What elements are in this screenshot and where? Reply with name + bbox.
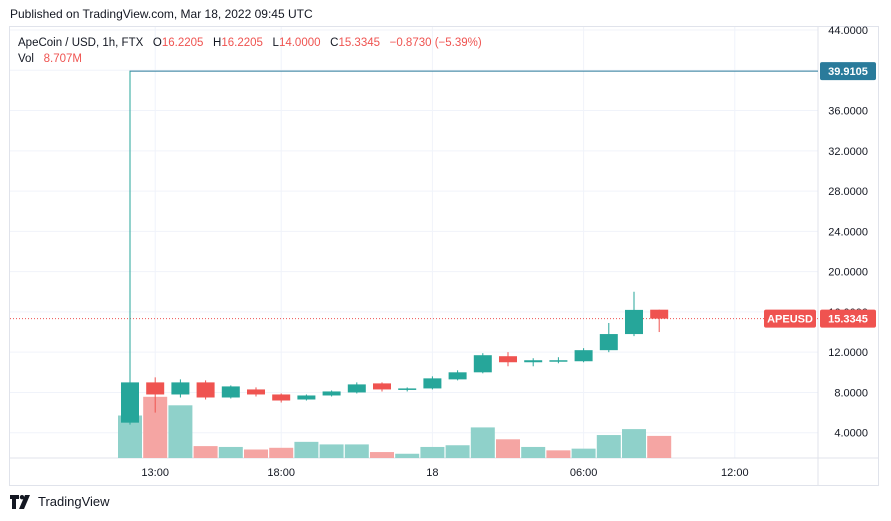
volume-bar <box>193 446 218 458</box>
x-tick-label: 18 <box>426 467 438 479</box>
legend-low-value: 14.0000 <box>278 37 321 49</box>
candle-body <box>423 378 442 389</box>
tradingview-logo-icon <box>10 494 30 509</box>
candle-body <box>247 389 265 395</box>
candle-body <box>221 386 240 398</box>
candle-body <box>524 360 543 363</box>
volume-bar <box>521 446 546 458</box>
legend-close-label: C <box>330 37 339 49</box>
volume-bar <box>470 427 495 458</box>
x-tick-label: 06:00 <box>570 467 598 479</box>
volume-bar <box>571 448 596 458</box>
symbol-badge <box>764 309 816 328</box>
volume-bar <box>244 449 268 458</box>
y-tick-label: 4.0000 <box>834 428 868 440</box>
legend-volume-row: Vol 8.707M <box>18 51 482 67</box>
y-tick-label: 20.0000 <box>828 267 868 279</box>
legend-volume-value: 8.707M <box>43 53 82 65</box>
volume-bar <box>420 446 445 458</box>
high-marker-badge <box>820 62 876 81</box>
candle-body <box>347 384 366 393</box>
candle-body <box>322 391 341 396</box>
footer-brand: TradingView <box>38 494 110 509</box>
y-tick-label: 24.0000 <box>828 226 868 238</box>
volume-bar <box>370 452 394 458</box>
legend-open-label: O <box>152 37 162 49</box>
high-marker-label: 39.9105 <box>828 66 868 78</box>
x-tick-label: 13:00 <box>141 467 169 479</box>
legend-open-value: 16.2205 <box>161 37 204 49</box>
candle-body <box>171 382 190 395</box>
volume-bar <box>395 453 420 458</box>
volume-bar <box>294 441 319 458</box>
volume-bar <box>445 445 470 458</box>
candle-body <box>650 309 669 319</box>
volume-bar <box>496 439 520 458</box>
candle-body <box>574 350 593 362</box>
legend-change: −0.8730 (−5.39%) <box>389 37 482 49</box>
volume-bar <box>269 447 294 458</box>
chart-legend: ApeCoin / USD, 1h, FTX O16.2205 H16.2205… <box>18 35 482 67</box>
volume-bar <box>218 446 243 458</box>
legend-ohlc-row: ApeCoin / USD, 1h, FTX O16.2205 H16.2205… <box>18 35 482 51</box>
symbol-label: APEUSD <box>767 314 813 326</box>
legend-high-value: 16.2205 <box>221 37 263 49</box>
candle-body <box>448 372 467 380</box>
candle-body <box>297 395 316 400</box>
y-tick-label: 44.0000 <box>828 25 868 37</box>
volume-bar <box>546 450 571 458</box>
y-tick-label: 8.0000 <box>834 387 868 399</box>
candle-body <box>272 394 291 401</box>
legend-close-value: 15.3345 <box>338 37 381 49</box>
candle-body <box>196 382 215 398</box>
candle-body <box>549 360 568 362</box>
candle-body <box>625 309 643 335</box>
legend-symbol: ApeCoin / USD, 1h, FTX <box>18 37 144 49</box>
volume-bar <box>596 435 621 458</box>
legend-low-label: L <box>272 37 279 49</box>
volume-bar <box>622 429 646 458</box>
tradingview-footer[interactable]: TradingView <box>10 494 110 509</box>
y-tick-label: 36.0000 <box>828 106 868 118</box>
candle-body <box>398 388 417 390</box>
legend-volume-label: Vol <box>18 53 34 65</box>
y-tick-label: 12.0000 <box>828 347 868 359</box>
published-note: Published on TradingView.com, Mar 18, 20… <box>10 7 313 21</box>
candle-body <box>499 356 517 363</box>
candle-body <box>121 382 139 423</box>
volume-bar <box>319 444 344 458</box>
candle-body <box>373 383 391 390</box>
last-price-badge <box>820 309 876 328</box>
x-tick-label: 18:00 <box>267 467 295 479</box>
y-tick-label: 32.0000 <box>828 146 868 158</box>
candle-body <box>146 382 165 395</box>
volume-bar <box>168 405 193 458</box>
volume-bar <box>647 435 672 458</box>
candle-body <box>473 355 492 373</box>
y-tick-label: 28.0000 <box>828 186 868 198</box>
legend-high-label: H <box>213 37 222 49</box>
volume-bar <box>344 444 369 458</box>
candle-body <box>599 334 618 351</box>
x-tick-label: 12:00 <box>721 467 749 479</box>
last-price-label: 15.3345 <box>828 314 868 326</box>
chart-frame <box>9 26 879 486</box>
high-marker-line <box>129 70 818 383</box>
